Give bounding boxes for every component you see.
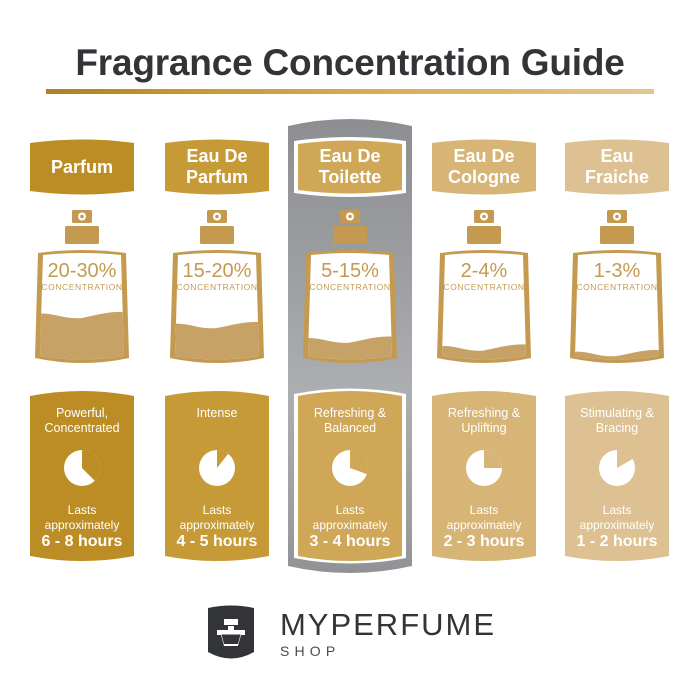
perfume-bottle-2: 5-15% CONCENTRATION: [300, 206, 400, 366]
category-header-0[interactable]: Parfum: [30, 136, 134, 198]
fragrance-column-eau-de-parfum: Eau De Parfum 15-20% CONCENTRATION Intense La…: [151, 0, 283, 700]
title-divider: [46, 89, 654, 94]
perfume-bottle-0: 20-30% CONCENTRATION: [32, 206, 132, 366]
perfume-bottle-1: 15-20% CONCENTRATION: [167, 206, 267, 366]
profile-card-4[interactable]: Stimulating & Bracing Lasts approximately 1 …: [565, 386, 669, 566]
profile-card-2[interactable]: Refreshing & Balanced Lasts approximately 3 …: [298, 386, 402, 566]
category-header-3[interactable]: Eau De Cologne: [432, 136, 536, 198]
category-header-4[interactable]: Eau Fraiche: [565, 136, 669, 198]
profile-description: Intense: [196, 406, 238, 420]
lasts-label: Lasts approximately: [579, 503, 655, 532]
brand-subtitle: SHOP: [279, 643, 341, 659]
lasts-label: Lasts approximately: [312, 503, 388, 532]
category-header-2[interactable]: Eau De Toilette: [298, 137, 402, 197]
lasts-label: Lasts approximately: [44, 503, 120, 532]
profile-card-0[interactable]: Powerful, Concentrated Lasts approximately 6…: [30, 386, 134, 566]
profile-card-1[interactable]: Intense Lasts approximately 4 - 5 hours: [165, 386, 269, 566]
category-header-label: Parfum: [50, 156, 113, 177]
longevity-pie-chart-3: [464, 448, 504, 488]
perfume-bottle-crest-icon: [204, 603, 258, 665]
longevity-pie-chart-2: [330, 448, 370, 488]
duration-value: 3 - 4 hours: [309, 533, 391, 550]
duration-value: 6 - 8 hours: [41, 533, 123, 550]
fragrance-column-eau-de-cologne: Eau De Cologne 2-4% CONCENTRATION Refreshing…: [418, 0, 550, 700]
category-header-label: Eau De Cologne: [448, 146, 520, 187]
brand-wordmark: MYPERFUME SHOP: [280, 608, 496, 660]
profile-description: Stimulating & Bracing: [580, 406, 654, 435]
perfume-bottle-4: 1-3% CONCENTRATION: [567, 206, 667, 366]
category-header-1[interactable]: Eau De Parfum: [165, 136, 269, 198]
fragrance-column-eau-fraiche: Eau Fraiche 1-3% CONCENTRATION Stimulating &…: [551, 0, 683, 700]
page-title: Fragrance Concentration Guide: [75, 42, 625, 83]
profile-card-3[interactable]: Refreshing & Uplifting Lasts approximately 2…: [432, 386, 536, 566]
profile-description: Refreshing & Uplifting: [447, 406, 521, 435]
fragrance-column-parfum: Parfum 20-30% CONCENTRATION Powerful, Concen…: [16, 0, 148, 700]
category-header-label: Eau Fraiche: [584, 146, 650, 187]
longevity-pie-chart-1: [197, 448, 237, 488]
lasts-label: Lasts approximately: [179, 503, 255, 532]
category-header-label: Eau De Toilette: [318, 146, 382, 187]
longevity-pie-chart-0: [62, 448, 102, 488]
longevity-pie-chart-4: [597, 448, 637, 488]
profile-description: Refreshing & Balanced: [313, 406, 387, 435]
duration-value: 2 - 3 hours: [443, 533, 525, 550]
duration-value: 4 - 5 hours: [176, 533, 258, 550]
profile-description: Powerful, Concentrated: [44, 406, 120, 435]
brand-name: MYPERFUME: [279, 607, 497, 642]
category-header-label: Eau De Parfum: [185, 146, 248, 187]
perfume-bottle-3: 2-4% CONCENTRATION: [434, 206, 534, 366]
brand-logo: MYPERFUME SHOP: [0, 598, 700, 670]
fragrance-column-eau-de-toilette: Eau De Toilette 5-15% CONCENTRATION Refreshi…: [284, 0, 416, 700]
lasts-label: Lasts approximately: [446, 503, 522, 532]
duration-value: 1 - 2 hours: [576, 533, 658, 550]
